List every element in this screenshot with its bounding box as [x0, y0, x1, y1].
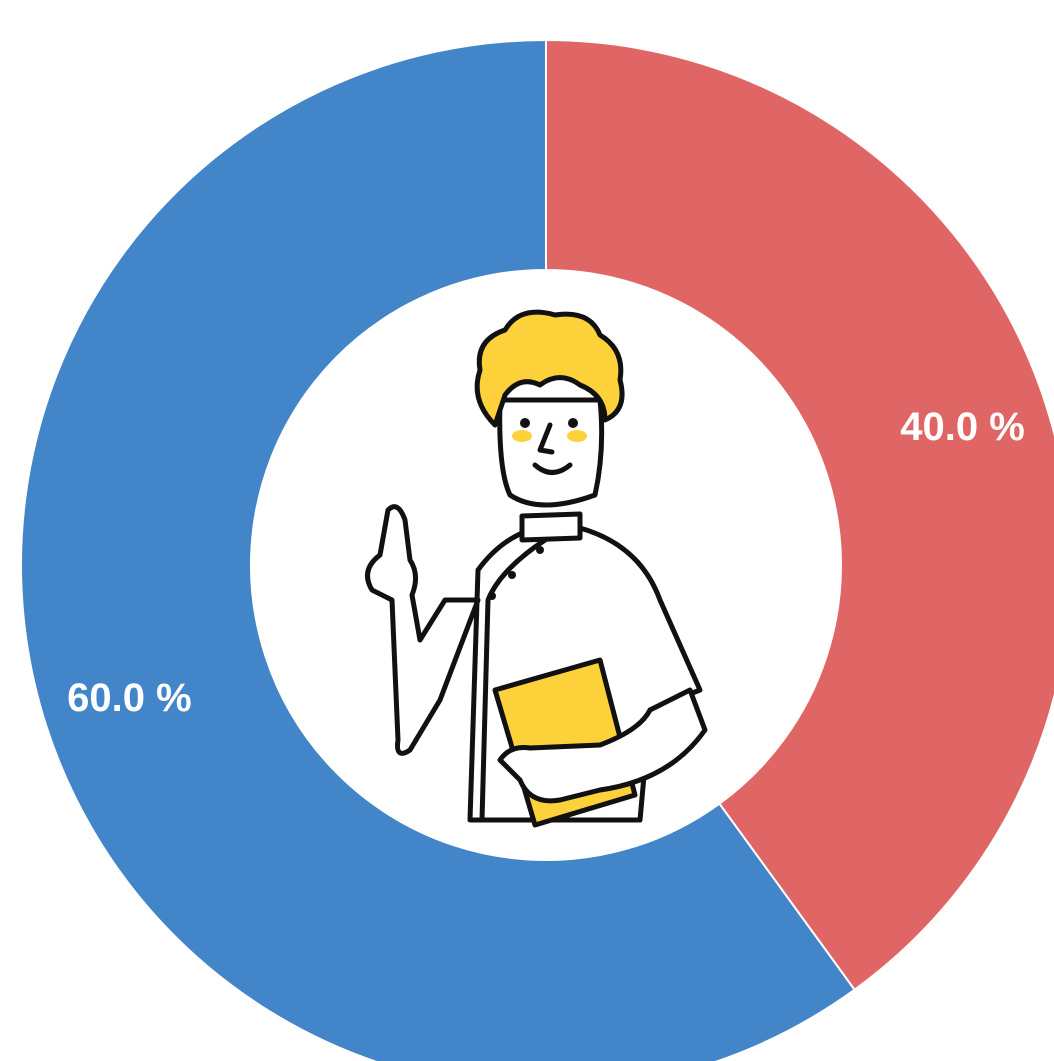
- donut-segment: [546, 40, 1054, 990]
- page: {"chart_data": {"type": "donut", "values…: [0, 0, 1054, 1061]
- chart: 40.0 % 60.0 %: [0, 0, 1054, 1061]
- illustration: [368, 312, 706, 825]
- value-label: 60.0 %: [67, 676, 192, 720]
- value-label: 40.0 %: [900, 405, 1025, 449]
